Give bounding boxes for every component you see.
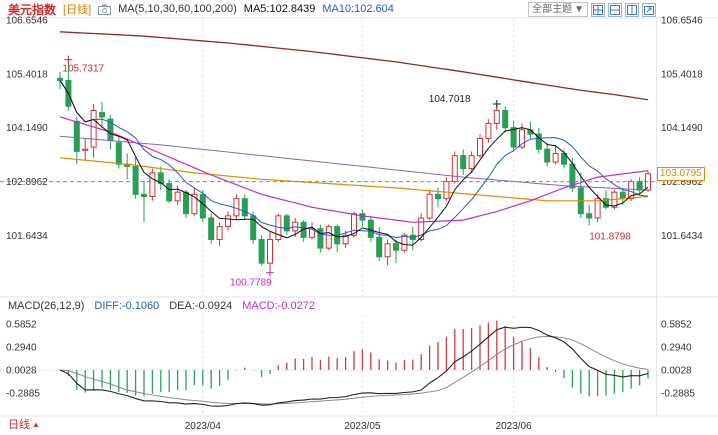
x-axis-label: 2023/06: [496, 421, 533, 432]
macd-axis-label: 0.0028: [661, 365, 692, 376]
macd-title[interactable]: MACD(26,12,9): [8, 300, 85, 312]
theme-dropdown-label: 全部主题: [532, 4, 573, 15]
macd-bar-value: MACD:-0.0272: [242, 300, 315, 312]
macd-axis-label: 0.2940: [6, 342, 37, 353]
price-annotation: 104.7018: [429, 94, 471, 105]
price-annotation: 100.7789: [230, 278, 272, 289]
price-annotation: 105.7317: [62, 64, 104, 75]
macd-axis-label: -0.2885: [661, 388, 695, 399]
price-axis-label: 102.8962: [6, 177, 48, 188]
layout-grid-button[interactable]: [591, 2, 605, 17]
price-axis-label: 101.6434: [6, 231, 48, 242]
chart-header: 美元指数 [日线] MA(5,10,30,60,100,200) MA5:102…: [0, 0, 718, 18]
price-axis-label: 106.6546: [6, 16, 48, 27]
price-axis-label: 104.1490: [661, 123, 703, 134]
header-toolbar: 全部主题 ▼: [528, 2, 656, 17]
macd-axis-label: 0.5852: [661, 319, 692, 330]
camera-icon[interactable]: [98, 4, 112, 15]
caret-down-icon: ▼: [574, 4, 584, 15]
up-triangle-icon: ▲: [32, 419, 40, 429]
expand-button[interactable]: [642, 2, 656, 17]
ma5-value: MA5:102.8439: [243, 3, 316, 15]
price-axis-label: 106.6546: [661, 16, 703, 27]
split-rows-button[interactable]: [608, 2, 622, 17]
timeframe-selector[interactable]: 日线 ▲: [8, 416, 40, 432]
symbol-name[interactable]: 美元指数: [8, 2, 57, 17]
period-tag: [日线]: [63, 4, 92, 16]
timeframe-label: 日线: [8, 419, 30, 431]
price-annotation: 101.8798: [589, 231, 631, 242]
split-columns-button[interactable]: [625, 2, 639, 17]
theme-dropdown[interactable]: 全部主题 ▼: [528, 2, 588, 17]
macd-dea-value: DEA:-0.0924: [169, 300, 233, 312]
x-axis-label: 2023/04: [185, 421, 222, 432]
x-axis-label: 2023/05: [344, 421, 381, 432]
macd-header: MACD(26,12,9) DIFF:-0.1060 DEA:-0.0924 M…: [8, 300, 315, 312]
price-axis-label: 105.4018: [6, 69, 48, 80]
ma-settings-label[interactable]: MA(5,10,30,60,100,200): [118, 3, 237, 15]
macd-diff-value: DIFF:-0.1060: [94, 300, 160, 312]
macd-axis-label: 0.2940: [661, 342, 692, 353]
ma10-value: MA10:102.604: [322, 3, 394, 15]
price-axis-label: 104.1490: [6, 123, 48, 134]
price-axis-label: 105.4018: [661, 69, 703, 80]
macd-axis-label: 0.5852: [6, 319, 37, 330]
price-axis-label: 102.8962: [661, 177, 703, 188]
macd-axis-label: -0.2885: [6, 388, 40, 399]
last-price-badge: 103.0795: [657, 166, 705, 181]
macd-axis-label: 0.0028: [6, 365, 37, 376]
price-axis-label: 101.6434: [661, 231, 703, 242]
